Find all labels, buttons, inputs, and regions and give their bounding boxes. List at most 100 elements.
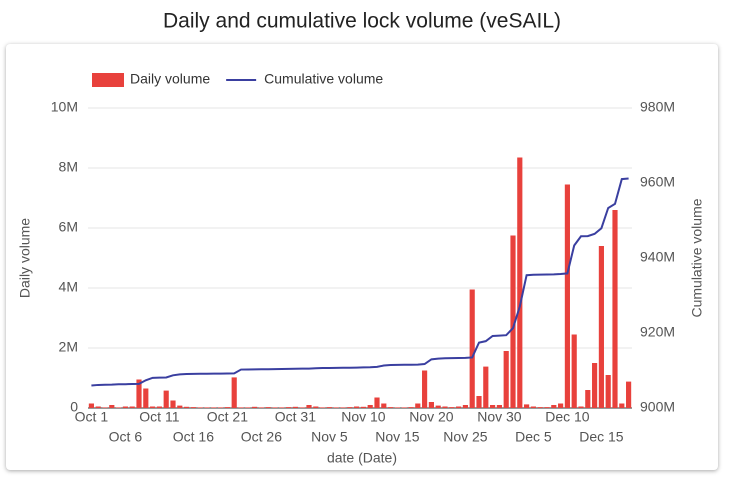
bar [306,405,312,408]
bar [95,406,101,408]
bar [626,381,632,408]
bar [469,289,475,408]
bar [238,407,244,408]
x-tick-label: Oct 1 [75,409,109,425]
bar [218,407,224,408]
x-axis-title: date (Date) [327,450,397,466]
x-tick-label: Oct 26 [241,429,282,445]
bar [320,407,326,408]
y-tick-label: 6M [59,219,78,235]
bar [564,184,570,408]
y-tick-label: 4M [59,279,78,295]
bar [442,406,448,408]
bar [360,406,366,408]
bar [571,334,577,408]
bar [299,407,305,408]
y-tick-label: 0 [70,399,78,415]
bar [476,396,482,408]
bar [381,403,387,408]
bar [388,407,394,408]
bar [585,390,591,408]
bar [272,407,278,408]
bar [530,406,536,408]
y-tick-label: 2M [59,339,78,355]
x-tick-label: Nov 15 [375,429,420,445]
bar [340,407,346,408]
bar [551,405,557,408]
bar [333,407,339,408]
legend-label: Daily volume [130,71,210,87]
x-tick-label: Dec 10 [545,409,590,425]
y2-tick-label: 940M [640,249,675,265]
x-tick-label: Dec 15 [579,429,624,445]
bar [422,370,428,408]
bar [184,406,190,408]
bar [415,403,421,408]
bar [292,406,298,408]
bar [129,406,135,408]
bar [435,405,441,408]
y2-tick-label: 960M [640,174,675,190]
x-tick-label: Oct 21 [207,409,248,425]
y-tick-label: 10M [51,99,78,115]
y-tick-label: 8M [59,159,78,175]
y2-tick-label: 900M [640,399,675,415]
bar [428,402,434,408]
bar [462,405,468,408]
bar [231,377,237,408]
bar [578,406,584,408]
bar [408,407,414,408]
bar [483,366,489,408]
bar [524,404,530,408]
bar [224,407,230,408]
bar [245,407,251,408]
bar [496,405,502,408]
bar [347,407,353,408]
y2-axis-title: Cumulative volume [689,198,705,317]
bar [170,400,176,408]
bar [150,406,156,408]
bar [258,407,264,408]
bar [544,407,550,408]
x-tick-label: Oct 11 [139,409,179,425]
bar [143,388,149,408]
bar [109,405,115,408]
bar [116,407,122,408]
bar [374,397,380,408]
bar [88,403,94,408]
bar [354,406,360,408]
bar [394,407,400,408]
bar [449,407,455,408]
x-tick-label: Nov 20 [409,409,454,425]
y-axis-title: Daily volume [17,218,33,298]
bar [592,363,598,408]
bar [537,407,543,408]
bar [503,351,509,408]
bar [204,407,210,408]
chart-title: Daily and cumulative lock volume (veSAIL… [163,10,561,33]
x-tick-label: Nov 25 [443,429,488,445]
bar [177,405,183,408]
bar [456,406,462,408]
x-tick-label: Nov 5 [311,429,348,445]
bar [490,405,496,408]
bar [163,390,169,408]
bar [197,407,203,408]
bar [326,407,332,408]
bar [313,406,319,408]
bar [286,407,292,408]
x-tick-label: Oct 16 [173,429,214,445]
y2-tick-label: 980M [640,99,675,115]
x-tick-label: Oct 31 [275,409,316,425]
bar [367,405,373,408]
bar [102,407,108,408]
y2-tick-label: 920M [640,324,675,340]
legend-swatch [92,73,124,87]
bar [598,246,604,408]
bar [252,406,258,408]
bar [190,407,196,408]
bar [510,235,516,408]
bar [612,210,618,408]
x-tick-label: Oct 6 [109,429,143,445]
